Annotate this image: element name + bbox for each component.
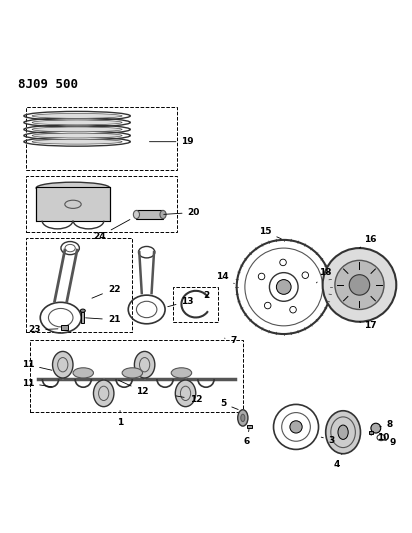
Text: 22: 22 xyxy=(92,285,120,298)
Text: 2: 2 xyxy=(203,290,209,300)
Bar xyxy=(369,431,373,434)
Text: 10: 10 xyxy=(371,433,389,442)
Bar xyxy=(26,238,132,332)
Ellipse shape xyxy=(238,410,248,426)
Text: 5: 5 xyxy=(220,399,238,409)
Text: 8: 8 xyxy=(379,419,393,429)
Ellipse shape xyxy=(80,309,85,312)
Ellipse shape xyxy=(32,139,122,144)
Ellipse shape xyxy=(134,351,155,378)
Text: 20: 20 xyxy=(164,208,200,217)
Circle shape xyxy=(276,280,291,294)
Text: 14: 14 xyxy=(216,272,234,284)
Text: 19: 19 xyxy=(150,137,194,146)
Ellipse shape xyxy=(160,211,166,219)
Ellipse shape xyxy=(338,425,348,439)
Circle shape xyxy=(349,274,370,295)
Circle shape xyxy=(335,260,384,310)
Bar xyxy=(30,340,243,412)
Bar xyxy=(36,187,110,221)
Ellipse shape xyxy=(32,120,122,125)
Text: 9: 9 xyxy=(384,438,396,447)
Text: 1: 1 xyxy=(117,410,123,427)
Text: 4: 4 xyxy=(334,454,342,469)
Bar xyxy=(136,211,163,219)
Ellipse shape xyxy=(171,368,192,378)
Ellipse shape xyxy=(32,127,122,132)
Text: 18: 18 xyxy=(316,268,331,283)
Circle shape xyxy=(371,423,381,433)
Text: 13: 13 xyxy=(168,297,194,306)
Bar xyxy=(81,312,84,322)
Bar xyxy=(173,287,218,322)
Bar xyxy=(26,176,177,232)
Bar xyxy=(26,107,177,171)
Text: 6: 6 xyxy=(244,430,250,446)
Bar xyxy=(247,425,252,428)
Text: 17: 17 xyxy=(359,321,376,330)
Text: 21: 21 xyxy=(86,315,120,324)
Ellipse shape xyxy=(94,380,114,407)
Text: 11: 11 xyxy=(21,360,52,370)
Circle shape xyxy=(323,248,396,322)
Circle shape xyxy=(290,421,302,433)
Text: 3: 3 xyxy=(321,436,335,445)
Ellipse shape xyxy=(36,182,110,193)
Text: 8J09 500: 8J09 500 xyxy=(18,78,78,91)
Ellipse shape xyxy=(32,114,122,118)
Ellipse shape xyxy=(32,133,122,138)
Text: 23: 23 xyxy=(28,326,58,334)
Bar xyxy=(61,326,68,330)
Ellipse shape xyxy=(176,380,196,407)
Text: 15: 15 xyxy=(259,227,281,239)
Text: 11: 11 xyxy=(21,378,52,387)
Text: 12: 12 xyxy=(176,395,202,404)
Ellipse shape xyxy=(133,211,140,219)
Ellipse shape xyxy=(73,368,94,378)
Text: 7: 7 xyxy=(225,336,237,345)
Text: 24: 24 xyxy=(93,220,130,241)
Ellipse shape xyxy=(53,351,73,378)
Ellipse shape xyxy=(122,368,143,378)
Text: 16: 16 xyxy=(359,236,376,248)
Ellipse shape xyxy=(241,414,245,422)
Ellipse shape xyxy=(326,411,360,454)
Text: 12: 12 xyxy=(119,380,149,396)
